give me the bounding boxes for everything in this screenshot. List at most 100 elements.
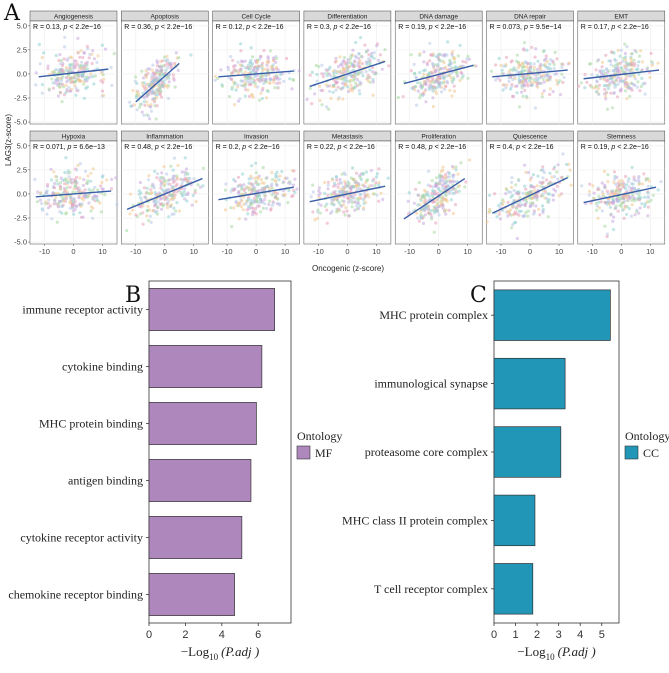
scatter-point [251,95,255,99]
facet-strip-label: Inflammation [146,134,184,141]
scatter-point [155,176,159,180]
scatter-point [49,167,53,171]
scatter-point [367,57,371,61]
scatter-point [606,86,611,90]
category-label: immunological synapse [374,377,488,391]
scatter-point [171,168,175,172]
scatter-point [100,187,104,191]
scatter-point [170,212,174,216]
scatter-point [251,77,255,81]
scatter-point [536,78,540,82]
scatter-point [543,58,547,63]
scatter-point [98,201,102,205]
scatter-point [249,46,253,50]
scatter-point [553,72,557,76]
scatter-point [607,59,611,63]
scatter-point [530,196,534,200]
scatter-point [544,178,549,182]
scatter-point [623,186,628,191]
scatter-point [441,203,445,207]
scatter-point [323,204,327,208]
scatter-point [617,183,622,187]
scatter-point [274,175,278,179]
scatter-point [619,197,623,201]
scatter-point [555,57,559,61]
scatter-point [64,83,68,87]
scatter-point [47,87,51,91]
scatter-point [345,209,349,213]
scatter-point [149,109,153,113]
scatter-point [351,166,355,170]
scatter-point [276,85,280,90]
scatter-point [165,202,169,206]
category-label: cytokine receptor activity [20,531,143,545]
correlation-p-symbol: p [428,24,433,31]
scatter-point [72,187,76,191]
scatter-point [447,208,451,212]
scatter-point [366,75,370,79]
scatter-point [370,184,374,188]
scatter-point [155,61,159,65]
scatter-point [243,94,247,98]
scatter-point [442,182,446,186]
scatter-point [44,202,48,206]
scatter-point [546,66,550,70]
scatter-point [66,56,70,60]
scatter-point [54,175,58,179]
scatter-point [443,65,448,69]
scatter-point [247,94,252,99]
scatter-point [186,179,190,183]
scatter-point [233,103,237,107]
scatter-point [138,180,142,185]
scatter-point [580,184,584,188]
scatter-point [151,209,155,213]
scatter-point [447,191,452,196]
scatter-point [511,77,515,82]
scatter-point [140,198,144,202]
scatter-point [201,166,205,170]
scatter-point [75,168,79,172]
scatter-point [444,175,448,179]
scatter-point [381,197,385,202]
scatter-point [239,205,243,209]
x-tick-label: -10 [496,247,507,256]
bar [148,402,257,445]
scatter-point [511,68,515,72]
scatter-point [325,208,329,212]
scatter-point [156,205,160,209]
scatter-point [510,176,514,180]
scatter-point [639,84,643,89]
scatter-point [336,85,340,89]
x-tick-label: -10 [587,247,598,256]
scatter-point [350,89,354,93]
legend-label: CC [643,446,659,460]
scatter-point [291,194,295,198]
scatter-point [539,62,543,66]
scatter-point [63,182,67,186]
scatter-point [313,92,317,96]
scatter-point [611,189,615,193]
scatter-point [167,63,171,67]
scatter-point [415,216,420,220]
regression-line [492,69,568,78]
scatter-point [429,212,433,216]
scatter-point [319,203,323,207]
legend-title: Ontology [625,429,669,443]
scatter-point [147,67,152,71]
bar [148,345,263,388]
scatter-point [327,84,332,88]
scatter-point [129,104,133,108]
scatter-point [587,189,592,194]
scatter-point [293,190,297,194]
correlation-p-value: < 2.2e−16 [159,24,193,31]
correlation-stat: R = 0.48, p < 2.2e−16 [398,144,466,151]
correlation-r: R = 0.073, [490,24,524,31]
scatter-point [595,79,599,83]
scatter-point [234,69,238,73]
scatter-point [229,189,233,193]
scatter-point [522,48,526,52]
scatter-point [597,58,601,62]
scatter-point [413,88,417,92]
scatter-point [71,80,75,84]
scatter-point [590,73,594,77]
